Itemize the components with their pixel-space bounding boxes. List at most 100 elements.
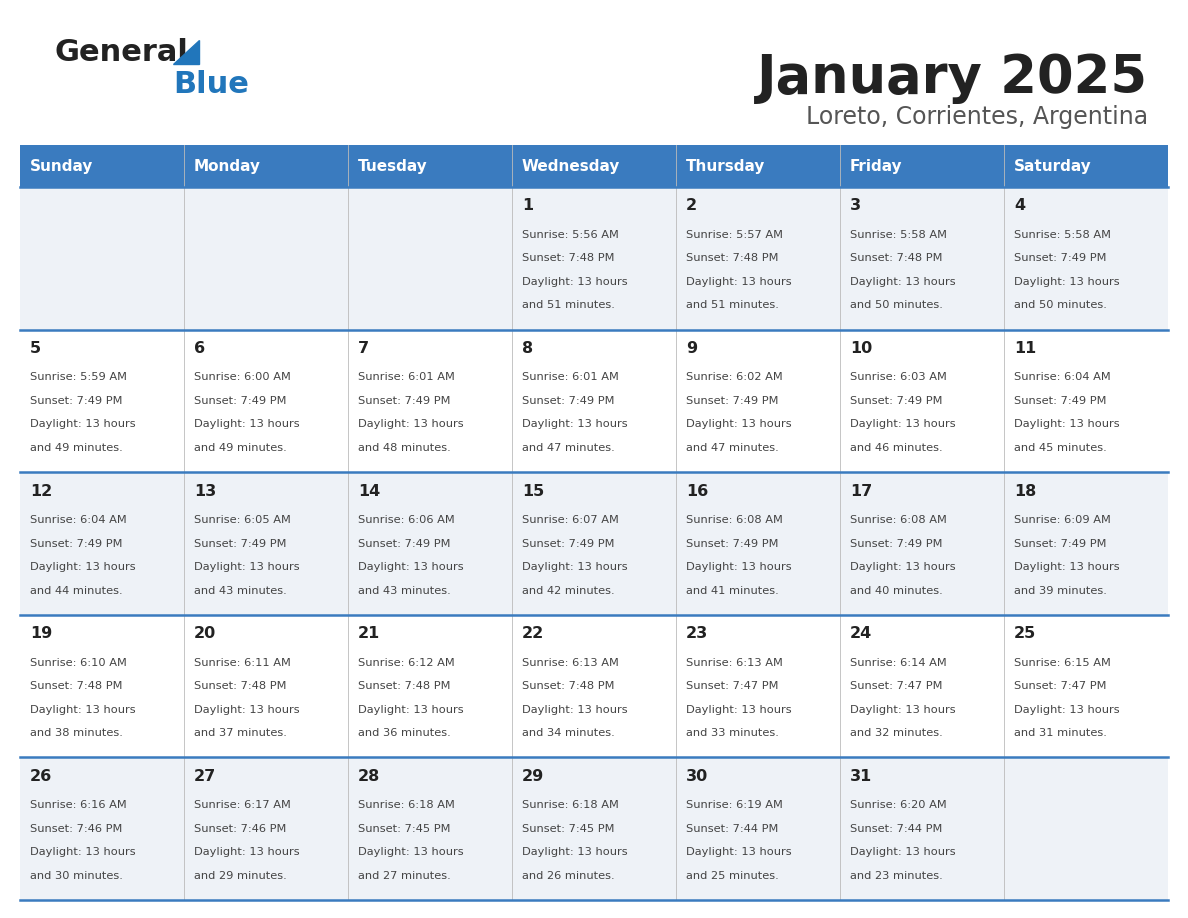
- Text: and 43 minutes.: and 43 minutes.: [358, 586, 450, 596]
- Bar: [1004, 145, 1168, 187]
- Bar: [20, 757, 1168, 900]
- Text: 8: 8: [522, 341, 533, 356]
- Text: Saturday: Saturday: [1013, 159, 1092, 174]
- Text: Sunset: 7:49 PM: Sunset: 7:49 PM: [358, 396, 450, 406]
- Text: 27: 27: [194, 768, 216, 784]
- Text: Sunrise: 5:58 AM: Sunrise: 5:58 AM: [1013, 230, 1111, 240]
- Bar: [676, 145, 840, 187]
- Text: Daylight: 13 hours: Daylight: 13 hours: [685, 562, 791, 572]
- Text: and 49 minutes.: and 49 minutes.: [30, 443, 122, 453]
- Text: Sunset: 7:49 PM: Sunset: 7:49 PM: [685, 539, 778, 549]
- Text: and 37 minutes.: and 37 minutes.: [194, 728, 286, 738]
- Text: and 25 minutes.: and 25 minutes.: [685, 871, 778, 880]
- Text: Sunrise: 6:08 AM: Sunrise: 6:08 AM: [685, 515, 783, 525]
- Text: General: General: [55, 38, 189, 67]
- Text: Sunset: 7:48 PM: Sunset: 7:48 PM: [358, 681, 450, 691]
- Text: Daylight: 13 hours: Daylight: 13 hours: [849, 420, 955, 430]
- Text: Sunrise: 6:17 AM: Sunrise: 6:17 AM: [194, 800, 291, 811]
- Text: Sunset: 7:49 PM: Sunset: 7:49 PM: [685, 396, 778, 406]
- Text: Sunrise: 6:01 AM: Sunrise: 6:01 AM: [358, 373, 455, 383]
- Bar: [20, 145, 184, 187]
- Text: 9: 9: [685, 341, 697, 356]
- Text: Sunset: 7:48 PM: Sunset: 7:48 PM: [849, 253, 942, 263]
- Polygon shape: [173, 40, 200, 64]
- Text: Sunrise: 6:05 AM: Sunrise: 6:05 AM: [194, 515, 291, 525]
- Text: 15: 15: [522, 484, 544, 498]
- Text: 24: 24: [849, 626, 872, 641]
- Text: Sunrise: 6:12 AM: Sunrise: 6:12 AM: [358, 657, 455, 667]
- Text: Sunset: 7:49 PM: Sunset: 7:49 PM: [194, 539, 286, 549]
- Text: Sunset: 7:47 PM: Sunset: 7:47 PM: [1013, 681, 1106, 691]
- Text: Daylight: 13 hours: Daylight: 13 hours: [522, 847, 627, 857]
- Text: Sunrise: 5:57 AM: Sunrise: 5:57 AM: [685, 230, 783, 240]
- Text: Daylight: 13 hours: Daylight: 13 hours: [849, 562, 955, 572]
- Text: Sunset: 7:49 PM: Sunset: 7:49 PM: [849, 396, 942, 406]
- Text: 18: 18: [1013, 484, 1036, 498]
- Text: and 30 minutes.: and 30 minutes.: [30, 871, 122, 880]
- Text: Daylight: 13 hours: Daylight: 13 hours: [358, 420, 463, 430]
- Text: Sunrise: 6:15 AM: Sunrise: 6:15 AM: [1013, 657, 1111, 667]
- Text: Sunset: 7:48 PM: Sunset: 7:48 PM: [685, 253, 778, 263]
- Text: Sunrise: 6:07 AM: Sunrise: 6:07 AM: [522, 515, 619, 525]
- Text: 23: 23: [685, 626, 708, 641]
- Text: Sunrise: 6:01 AM: Sunrise: 6:01 AM: [522, 373, 619, 383]
- Text: Daylight: 13 hours: Daylight: 13 hours: [685, 705, 791, 714]
- Text: 13: 13: [194, 484, 216, 498]
- Text: 29: 29: [522, 768, 544, 784]
- Bar: [20, 615, 1168, 757]
- Text: Daylight: 13 hours: Daylight: 13 hours: [849, 847, 955, 857]
- Text: Sunrise: 6:19 AM: Sunrise: 6:19 AM: [685, 800, 783, 811]
- Text: Sunset: 7:49 PM: Sunset: 7:49 PM: [1013, 539, 1106, 549]
- Text: Sunset: 7:48 PM: Sunset: 7:48 PM: [30, 681, 122, 691]
- Text: and 29 minutes.: and 29 minutes.: [194, 871, 286, 880]
- Text: 5: 5: [30, 341, 40, 356]
- Text: and 47 minutes.: and 47 minutes.: [522, 443, 614, 453]
- Text: Sunset: 7:45 PM: Sunset: 7:45 PM: [358, 823, 450, 834]
- Text: Sunrise: 6:04 AM: Sunrise: 6:04 AM: [1013, 373, 1111, 383]
- Text: Daylight: 13 hours: Daylight: 13 hours: [685, 277, 791, 286]
- Text: 31: 31: [849, 768, 872, 784]
- Text: and 44 minutes.: and 44 minutes.: [30, 586, 122, 596]
- Text: and 46 minutes.: and 46 minutes.: [849, 443, 942, 453]
- Text: Daylight: 13 hours: Daylight: 13 hours: [358, 847, 463, 857]
- Bar: [348, 145, 512, 187]
- Text: 30: 30: [685, 768, 708, 784]
- Text: and 33 minutes.: and 33 minutes.: [685, 728, 778, 738]
- Text: Daylight: 13 hours: Daylight: 13 hours: [1013, 420, 1119, 430]
- Text: Daylight: 13 hours: Daylight: 13 hours: [194, 562, 299, 572]
- Text: and 23 minutes.: and 23 minutes.: [849, 871, 942, 880]
- Text: Daylight: 13 hours: Daylight: 13 hours: [194, 847, 299, 857]
- Bar: [20, 187, 1168, 330]
- Text: Sunrise: 6:13 AM: Sunrise: 6:13 AM: [522, 657, 619, 667]
- Text: and 50 minutes.: and 50 minutes.: [849, 300, 943, 310]
- Text: Sunset: 7:44 PM: Sunset: 7:44 PM: [685, 823, 778, 834]
- Text: Sunset: 7:49 PM: Sunset: 7:49 PM: [522, 539, 614, 549]
- Text: 3: 3: [849, 198, 861, 213]
- Text: Sunrise: 6:08 AM: Sunrise: 6:08 AM: [849, 515, 947, 525]
- Text: and 42 minutes.: and 42 minutes.: [522, 586, 614, 596]
- Text: Sunrise: 6:16 AM: Sunrise: 6:16 AM: [30, 800, 127, 811]
- Text: Daylight: 13 hours: Daylight: 13 hours: [358, 705, 463, 714]
- Text: and 32 minutes.: and 32 minutes.: [849, 728, 942, 738]
- Text: 25: 25: [1013, 626, 1036, 641]
- Text: Sunset: 7:46 PM: Sunset: 7:46 PM: [30, 823, 122, 834]
- Text: and 47 minutes.: and 47 minutes.: [685, 443, 778, 453]
- Text: Daylight: 13 hours: Daylight: 13 hours: [522, 705, 627, 714]
- Text: Sunset: 7:49 PM: Sunset: 7:49 PM: [849, 539, 942, 549]
- Text: Daylight: 13 hours: Daylight: 13 hours: [522, 420, 627, 430]
- Text: 12: 12: [30, 484, 52, 498]
- Text: Sunset: 7:47 PM: Sunset: 7:47 PM: [849, 681, 942, 691]
- Text: Sunset: 7:49 PM: Sunset: 7:49 PM: [30, 396, 122, 406]
- Text: Sunday: Sunday: [30, 159, 93, 174]
- Text: Sunrise: 6:04 AM: Sunrise: 6:04 AM: [30, 515, 127, 525]
- Text: Sunrise: 6:14 AM: Sunrise: 6:14 AM: [849, 657, 947, 667]
- Text: Sunrise: 6:20 AM: Sunrise: 6:20 AM: [849, 800, 947, 811]
- Text: Sunrise: 6:00 AM: Sunrise: 6:00 AM: [194, 373, 291, 383]
- Text: 1: 1: [522, 198, 533, 213]
- Text: Sunset: 7:48 PM: Sunset: 7:48 PM: [194, 681, 286, 691]
- Text: 6: 6: [194, 341, 206, 356]
- Text: and 49 minutes.: and 49 minutes.: [194, 443, 286, 453]
- Text: Daylight: 13 hours: Daylight: 13 hours: [1013, 277, 1119, 286]
- Text: January 2025: January 2025: [757, 52, 1148, 104]
- Text: 28: 28: [358, 768, 380, 784]
